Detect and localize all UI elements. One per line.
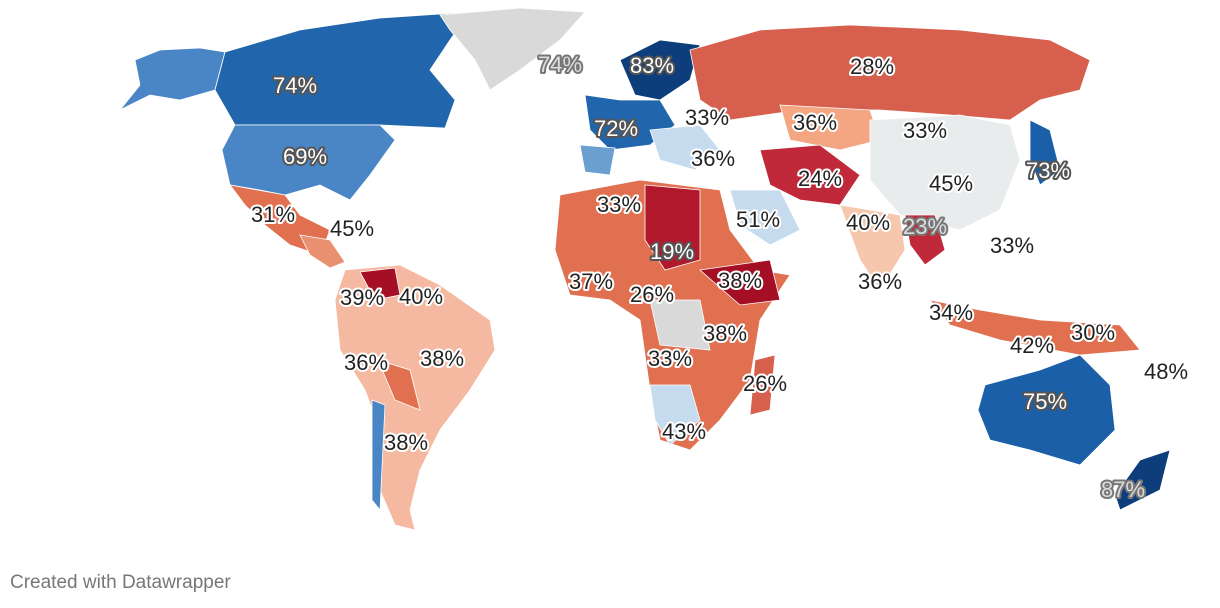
value-label: 74% (538, 52, 582, 77)
iberia (579, 144, 616, 176)
value-label: 74% (273, 73, 317, 98)
value-label: 24% (798, 166, 842, 191)
value-label: 33% (903, 118, 947, 143)
greenland (439, 7, 586, 91)
value-label: 33% (648, 346, 692, 371)
value-label: 38% (384, 430, 428, 455)
value-label: 34% (929, 300, 973, 325)
value-label: 26% (630, 282, 674, 307)
value-label: 28% (850, 54, 894, 79)
bolivia (377, 359, 421, 411)
world-map: 74% 74% 83% 28% 72% 33% 36% 33% 36% 69% 73% 24% 45% 3… (119, 7, 1190, 531)
value-label: 69% (283, 144, 327, 169)
value-label: 38% (703, 321, 747, 346)
value-label: 42% (1010, 333, 1054, 358)
value-label: 33% (685, 105, 729, 130)
new-zealand (1114, 449, 1171, 511)
value-label: 45% (330, 216, 374, 241)
eastern-europe (649, 124, 721, 171)
value-label: 36% (858, 269, 902, 294)
indonesia (929, 299, 1141, 356)
russia (689, 24, 1091, 121)
value-label: 31% (251, 202, 295, 227)
value-label: 51% (736, 207, 780, 232)
value-label: 40% (846, 210, 890, 235)
value-label: 75% (1023, 389, 1067, 414)
value-label: 38% (420, 346, 464, 371)
value-label: 33% (597, 192, 641, 217)
value-label: 36% (793, 110, 837, 135)
value-label: 33% (990, 233, 1034, 258)
nordics (619, 39, 701, 101)
congo (649, 299, 711, 351)
land (119, 7, 1171, 531)
value-label: 36% (691, 146, 735, 171)
value-label: 30% (1071, 320, 1115, 345)
myanmar (904, 214, 946, 266)
madagascar (749, 354, 776, 416)
japan (1029, 119, 1061, 186)
value-label: 72% (594, 116, 638, 141)
central-america (299, 234, 346, 269)
value-label: 43% (662, 419, 706, 444)
value-label: 48% (1144, 359, 1188, 384)
credit: Created with Datawrapper (10, 572, 231, 593)
value-label: 19% (650, 239, 694, 264)
value-label: 38% (718, 268, 762, 293)
venezuela (359, 267, 401, 301)
arabia (729, 189, 801, 246)
chile (371, 399, 386, 512)
value-label: 45% (929, 171, 973, 196)
india (839, 204, 906, 291)
value-label: 36% (344, 350, 388, 375)
value-labels: 74% 74% 83% 28% 72% 33% 36% 33% 36% 69% 73% 24% 45% 3… (249, 50, 1190, 504)
southern-africa (649, 384, 701, 446)
value-label: 87% (1101, 477, 1145, 502)
value-label: 26% (743, 371, 787, 396)
value-label: 73% (1026, 158, 1070, 183)
usa (221, 124, 396, 201)
alaska (119, 47, 226, 111)
china (869, 114, 1021, 231)
value-label: 83% (630, 53, 674, 78)
libya-chad (644, 184, 701, 271)
value-label: 39% (340, 285, 384, 310)
central-asia (779, 104, 881, 151)
value-label: 37% (569, 269, 613, 294)
value-label: 40% (399, 284, 443, 309)
horn (699, 259, 781, 306)
australia (977, 354, 1116, 466)
value-label: 23% (903, 214, 947, 239)
canada (214, 11, 471, 129)
